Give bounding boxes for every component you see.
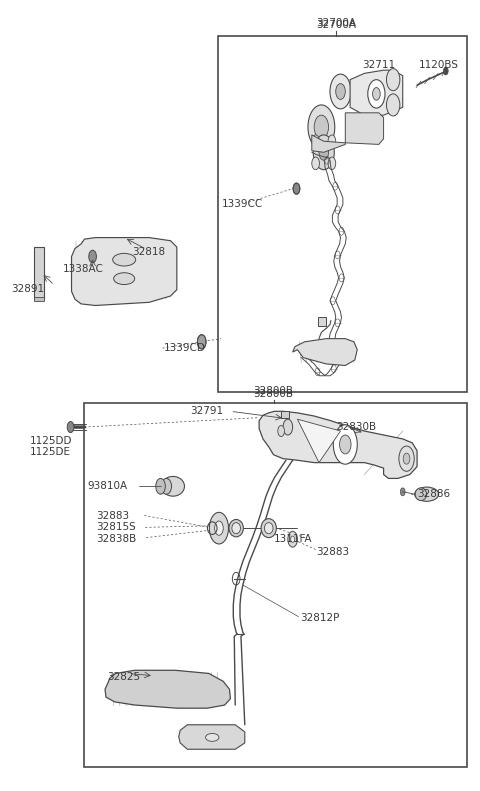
Text: 32800B: 32800B <box>253 389 293 399</box>
Circle shape <box>278 426 285 437</box>
Bar <box>84 403 468 766</box>
Circle shape <box>312 135 320 148</box>
Circle shape <box>293 183 300 194</box>
Polygon shape <box>345 113 384 145</box>
Bar <box>34 297 44 301</box>
Polygon shape <box>312 135 345 153</box>
Circle shape <box>67 422 74 433</box>
Text: 32838B: 32838B <box>96 534 137 544</box>
Bar <box>218 36 468 392</box>
Text: 32883: 32883 <box>96 510 130 520</box>
Ellipse shape <box>415 488 427 501</box>
Circle shape <box>319 145 328 161</box>
Text: 32830B: 32830B <box>336 422 376 432</box>
Text: 1339CC: 1339CC <box>222 199 263 210</box>
Circle shape <box>400 488 405 496</box>
Ellipse shape <box>261 519 276 538</box>
Circle shape <box>197 335 206 349</box>
Polygon shape <box>293 339 357 365</box>
Circle shape <box>314 115 328 139</box>
Text: 32818: 32818 <box>132 247 166 257</box>
Ellipse shape <box>232 523 240 534</box>
Text: 32825: 32825 <box>108 672 141 683</box>
Bar <box>281 411 289 418</box>
Text: 32800B: 32800B <box>253 386 293 396</box>
Text: 32812P: 32812P <box>300 613 339 623</box>
Circle shape <box>372 88 380 100</box>
Circle shape <box>403 453 410 464</box>
Polygon shape <box>34 247 44 297</box>
Circle shape <box>339 435 351 454</box>
Text: 32891: 32891 <box>11 284 44 294</box>
Circle shape <box>356 119 368 138</box>
Ellipse shape <box>205 733 219 741</box>
Circle shape <box>209 513 228 544</box>
Circle shape <box>156 479 165 494</box>
Ellipse shape <box>415 487 439 501</box>
Circle shape <box>328 157 336 170</box>
Text: 32883: 32883 <box>317 547 350 557</box>
Circle shape <box>89 250 96 263</box>
Text: 1120BS: 1120BS <box>419 60 459 70</box>
Circle shape <box>312 157 320 170</box>
Text: 32700A: 32700A <box>316 20 356 30</box>
Polygon shape <box>259 411 417 479</box>
Ellipse shape <box>161 479 171 494</box>
Text: 1125DD: 1125DD <box>29 437 72 446</box>
Text: 1311FA: 1311FA <box>274 534 312 544</box>
Text: 32815S: 32815S <box>96 522 136 532</box>
Circle shape <box>328 135 336 148</box>
Circle shape <box>444 67 448 75</box>
Ellipse shape <box>229 520 243 537</box>
Circle shape <box>399 446 414 471</box>
Circle shape <box>313 135 334 170</box>
Ellipse shape <box>114 273 135 285</box>
Polygon shape <box>179 725 245 749</box>
Circle shape <box>336 84 345 100</box>
Text: 1125DE: 1125DE <box>29 448 71 457</box>
Circle shape <box>291 536 295 543</box>
Circle shape <box>215 521 223 536</box>
Bar <box>318 316 326 326</box>
Circle shape <box>288 532 298 547</box>
Circle shape <box>308 105 335 149</box>
Text: 32886: 32886 <box>417 489 450 499</box>
Ellipse shape <box>113 253 136 266</box>
Text: 93810A: 93810A <box>88 481 128 491</box>
Circle shape <box>333 425 357 464</box>
Circle shape <box>283 419 293 435</box>
Text: 1339CD: 1339CD <box>163 343 205 353</box>
Text: 32711: 32711 <box>362 60 396 70</box>
Ellipse shape <box>264 523 273 534</box>
Polygon shape <box>72 237 177 305</box>
Text: 32791: 32791 <box>190 407 223 416</box>
Polygon shape <box>105 670 230 708</box>
Polygon shape <box>298 419 340 463</box>
Circle shape <box>386 69 400 91</box>
Text: 1338AC: 1338AC <box>63 264 104 274</box>
Circle shape <box>368 80 385 108</box>
Polygon shape <box>350 70 403 115</box>
Circle shape <box>330 74 351 109</box>
Ellipse shape <box>161 476 184 496</box>
Circle shape <box>386 94 400 116</box>
Text: 32700A: 32700A <box>316 17 356 28</box>
